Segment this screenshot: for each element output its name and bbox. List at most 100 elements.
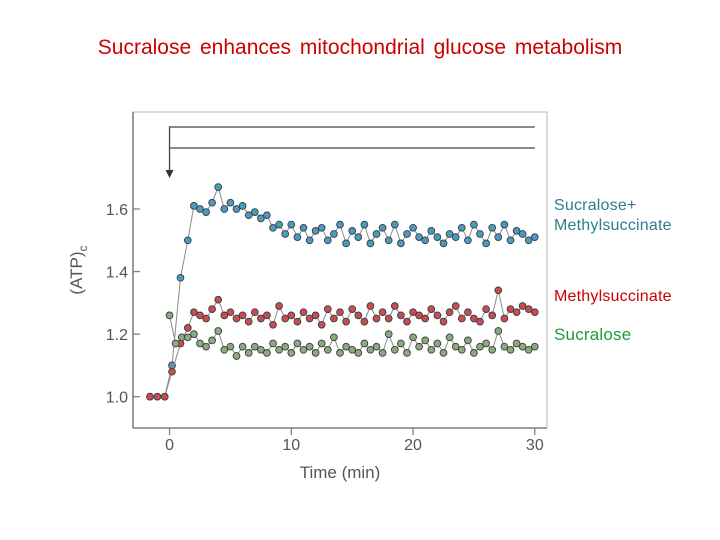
data-point (415, 311, 423, 320)
legend-label: Methylsuccinate (554, 288, 672, 305)
data-point (494, 233, 503, 241)
data-point (202, 314, 210, 323)
data-point (482, 339, 490, 348)
data-point (244, 349, 253, 357)
data-point (360, 317, 369, 326)
data-point (476, 342, 484, 351)
data-point (415, 233, 423, 241)
data-point (354, 233, 363, 241)
data-point (390, 345, 399, 354)
data-point (482, 305, 490, 313)
data-point (470, 349, 478, 357)
data-point (263, 311, 271, 320)
data-point (257, 314, 265, 323)
data-point (524, 236, 533, 245)
data-point (476, 317, 484, 326)
data-point (196, 339, 204, 348)
data-point (323, 236, 332, 245)
data-point (476, 230, 484, 238)
data-point (250, 208, 259, 216)
data-point (168, 367, 176, 376)
data-point (439, 239, 448, 248)
data-point (299, 308, 308, 317)
stimulus-bracket-line (168, 126, 535, 171)
data-point (287, 349, 296, 357)
data-point (360, 220, 369, 229)
data-point (530, 233, 539, 241)
data-point (281, 314, 290, 323)
data-point (518, 342, 527, 351)
data-point (250, 308, 259, 317)
data-point (512, 339, 521, 348)
data-point (342, 239, 350, 248)
data-point (348, 305, 357, 313)
data-point (464, 236, 472, 245)
data-point (366, 239, 375, 248)
data-point (427, 345, 436, 354)
data-point (190, 330, 198, 338)
data-point (451, 302, 460, 310)
data-point (378, 308, 387, 317)
data-point (500, 220, 509, 229)
data-point (457, 223, 466, 232)
data-point (232, 205, 241, 213)
data-point (311, 227, 320, 235)
data-point (500, 342, 509, 351)
plot-frame (132, 111, 548, 429)
data-point (311, 311, 320, 320)
data-point (500, 314, 509, 323)
data-point (323, 345, 332, 354)
data-point (530, 342, 539, 351)
data-point (464, 308, 472, 317)
data-point (409, 308, 417, 317)
data-point (390, 220, 399, 229)
data-point (317, 339, 326, 348)
data-point (409, 333, 417, 342)
data-point (257, 345, 265, 354)
data-point (220, 345, 229, 354)
data-point (378, 223, 387, 232)
data-point (269, 223, 277, 232)
data-point (317, 320, 326, 329)
series-layer (146, 183, 539, 401)
data-point (275, 220, 283, 229)
data-point (488, 345, 497, 354)
slide-title: Sucralose enhances mitochondrial glucose… (97, 36, 623, 59)
data-point (512, 227, 521, 235)
series-1 (146, 183, 539, 401)
data-point (530, 308, 539, 317)
data-point (470, 314, 478, 323)
data-point (372, 314, 381, 323)
data-point (196, 205, 204, 213)
data-point (336, 349, 344, 357)
data-point (330, 230, 338, 238)
data-point (524, 345, 533, 354)
data-point (342, 317, 350, 326)
data-point (171, 339, 180, 348)
data-point (336, 220, 344, 229)
data-point (384, 236, 393, 245)
data-point (397, 311, 405, 320)
data-point (378, 349, 387, 357)
data-point (146, 392, 154, 401)
data-point (311, 349, 320, 357)
data-point (323, 305, 332, 313)
y-axis-label-subscript: c (76, 245, 90, 251)
data-point (305, 342, 314, 351)
x-axis-label: Time (min) (300, 463, 381, 482)
y-tick-label: 1.2 (106, 327, 128, 344)
series-2 (146, 286, 539, 401)
data-point (397, 239, 405, 248)
data-point (403, 317, 411, 326)
data-point (176, 273, 185, 282)
data-point (397, 339, 405, 348)
data-point (451, 342, 460, 351)
data-point (348, 227, 357, 235)
data-point (494, 286, 503, 295)
data-point (506, 305, 515, 313)
data-point (445, 308, 454, 317)
data-point (208, 305, 216, 313)
data-point (421, 236, 430, 245)
series-3 (165, 311, 539, 360)
data-point (439, 317, 448, 326)
